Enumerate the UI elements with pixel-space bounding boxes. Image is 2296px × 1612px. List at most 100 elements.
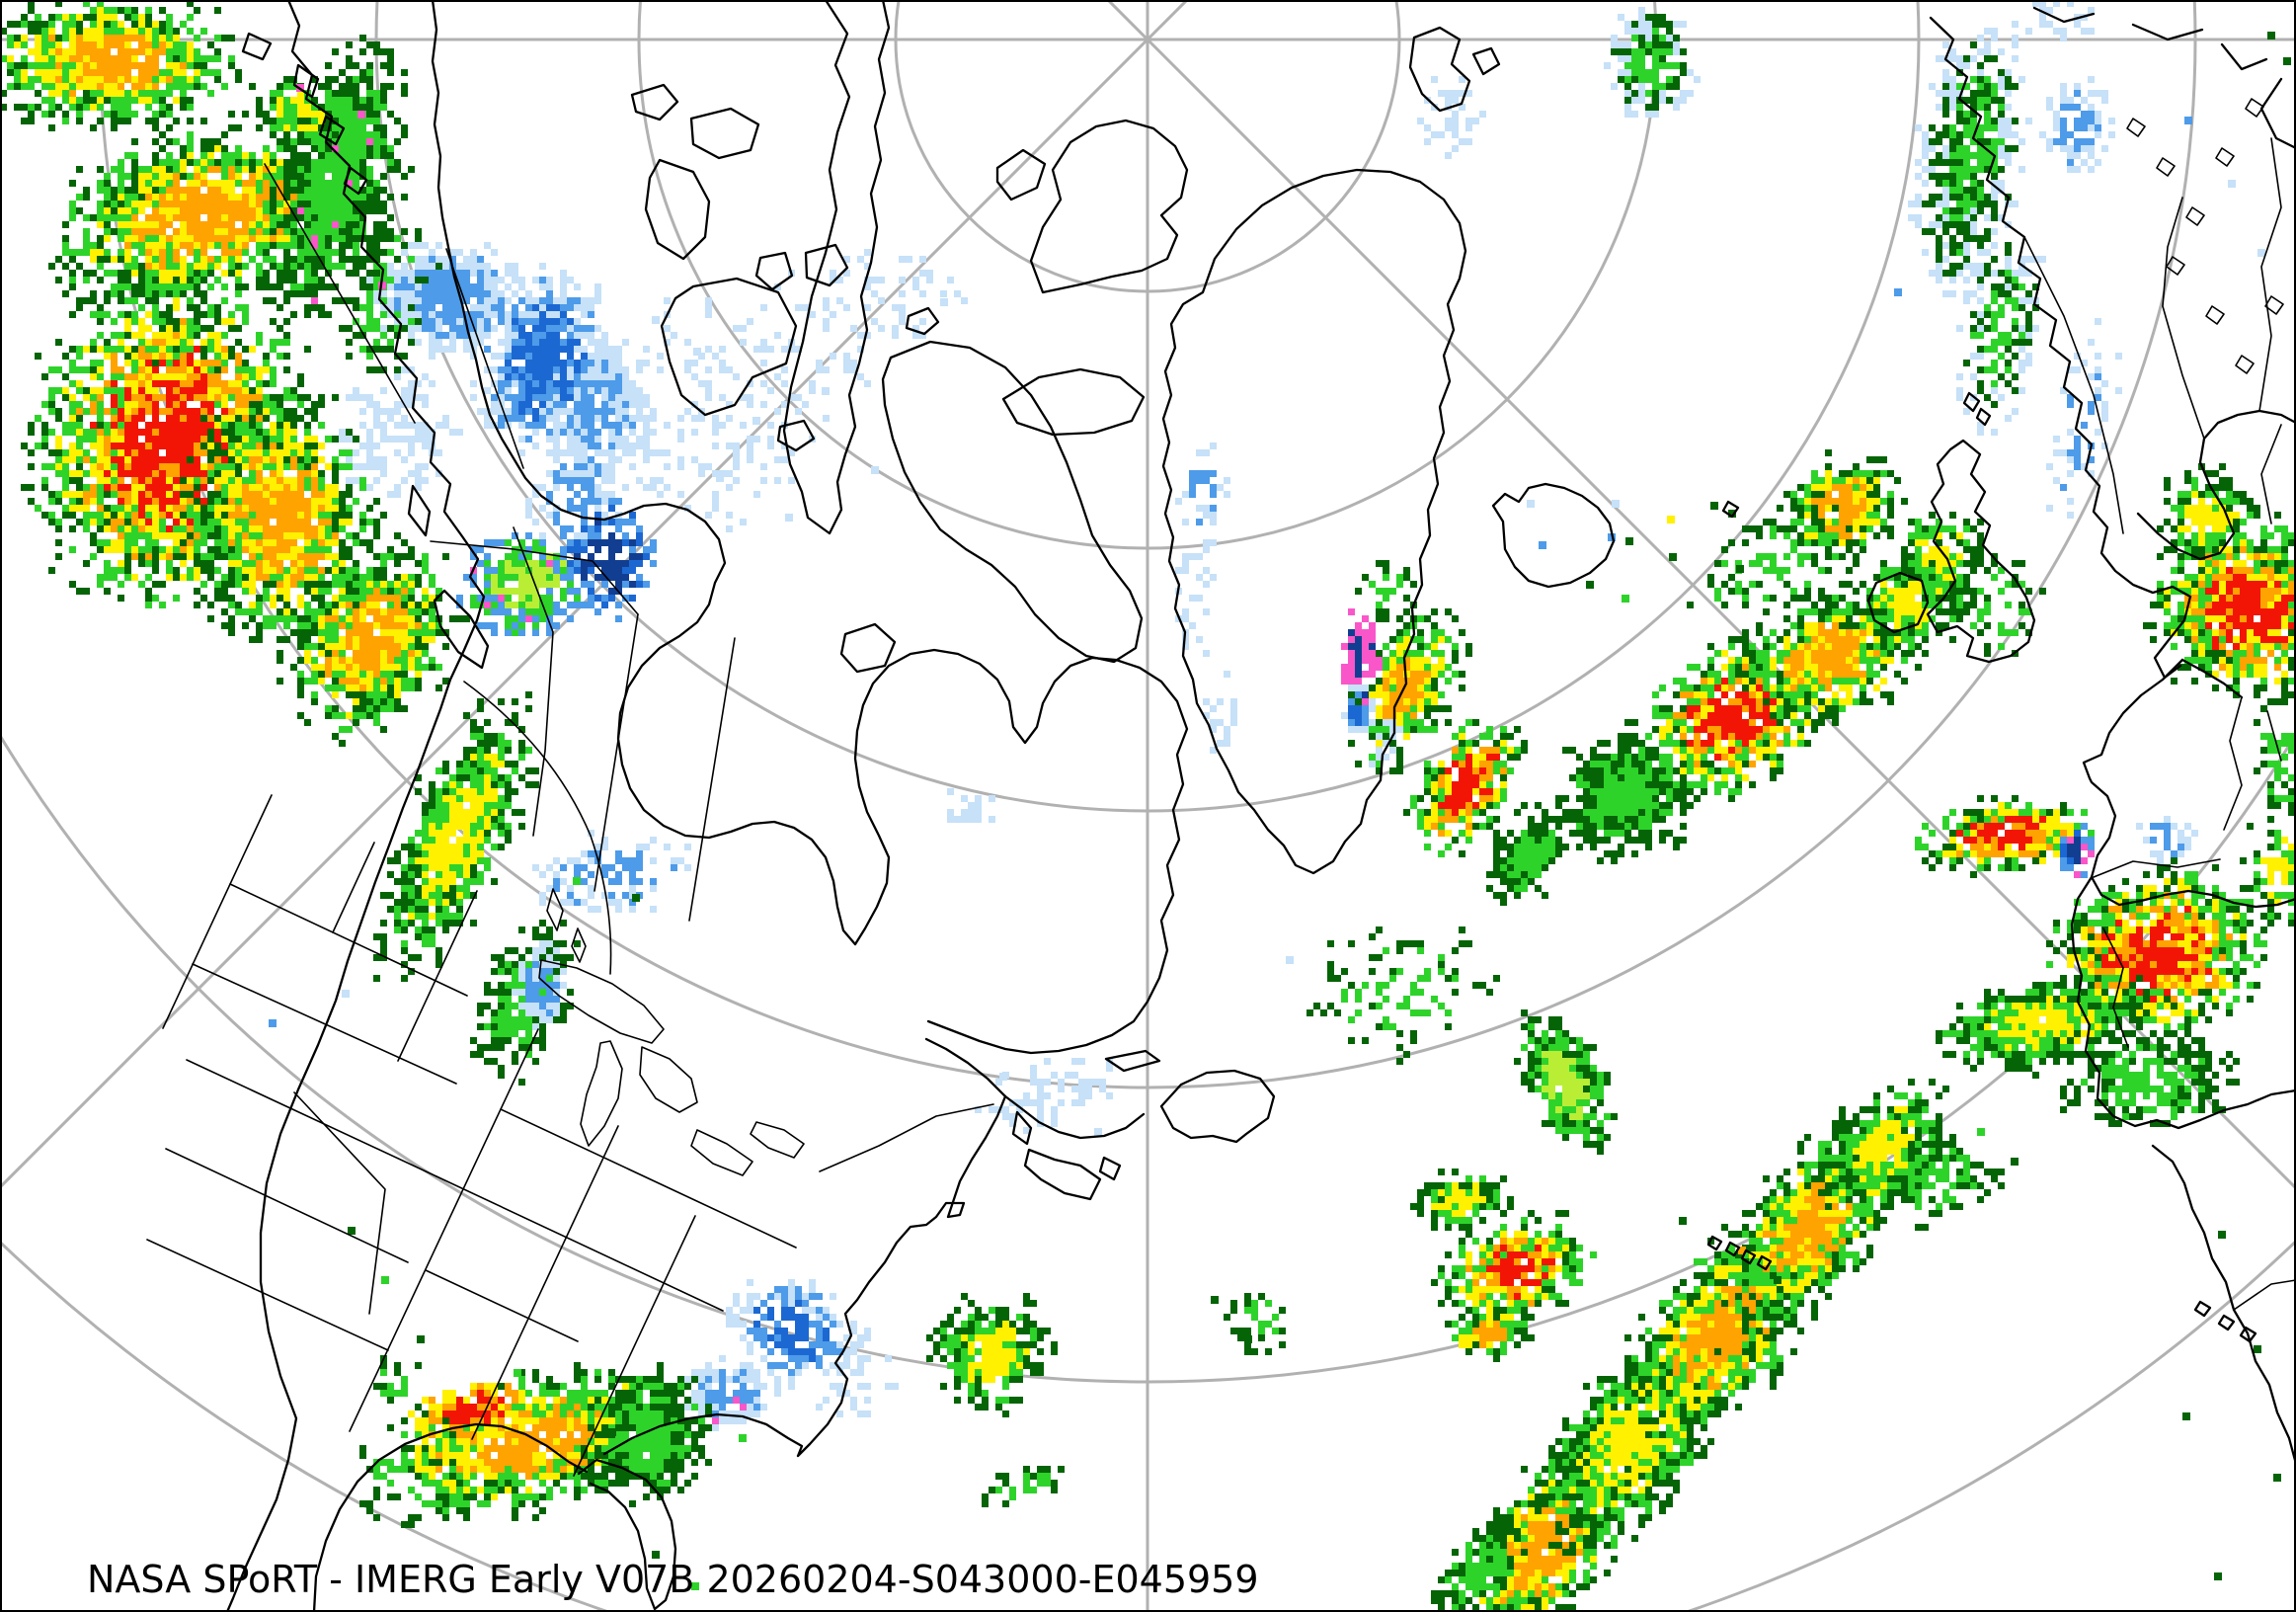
precip-cell [270, 346, 277, 353]
precip-cell [353, 698, 359, 705]
precip-cell [581, 422, 588, 429]
precip-cell [359, 332, 366, 339]
precip-cell [332, 90, 339, 97]
precip-cell [270, 477, 277, 484]
precip-cell [283, 332, 290, 339]
precip-cell [104, 256, 111, 263]
precip-cell [166, 21, 173, 28]
precip-cell [318, 311, 325, 318]
precip-cell [118, 90, 124, 97]
precip-cell [194, 602, 200, 608]
precip-cell [297, 470, 304, 477]
precip-cell [318, 173, 325, 180]
precip-cell [325, 235, 332, 242]
precip-cell [442, 920, 449, 927]
precip-cell [69, 360, 76, 366]
precip-cell [353, 595, 359, 602]
precip-cell [104, 436, 111, 443]
precip-cell [353, 221, 359, 228]
precip-cell [477, 844, 484, 850]
precip-cell [373, 975, 380, 982]
precip-cell [131, 443, 138, 449]
precip-cell [283, 214, 290, 221]
precip-cell [394, 705, 401, 712]
precip-cell [138, 290, 145, 297]
precip-cell [104, 14, 111, 21]
precip-cell [435, 913, 442, 920]
precip-cell [622, 401, 629, 408]
precip-cell [366, 546, 373, 553]
precip-cell [435, 823, 442, 830]
precip-cell [283, 270, 290, 277]
precip-cell [277, 532, 283, 539]
precip-cell [249, 525, 256, 532]
precip-cell [207, 207, 214, 214]
precip-cell [325, 636, 332, 643]
precip-cell [180, 456, 187, 463]
precip-cell [539, 311, 546, 318]
precip-cell [311, 290, 318, 297]
precip-cell [463, 844, 470, 850]
precip-cell [359, 622, 366, 629]
precip-cell [498, 968, 505, 975]
precip-cell [124, 62, 131, 69]
precip-cell [518, 823, 525, 830]
precip-cell [277, 201, 283, 207]
precip-cell [256, 422, 263, 429]
precip-cell [512, 339, 518, 346]
precip-cell [346, 187, 353, 194]
precip-cell [346, 138, 353, 145]
precip-cell [83, 277, 90, 283]
precip-cell [256, 477, 263, 484]
precip-cell [263, 194, 270, 201]
precip-cell [152, 221, 159, 228]
precip-cell [69, 76, 76, 83]
precip-cell [318, 595, 325, 602]
precip-cell [318, 525, 325, 532]
precip-cell [325, 436, 332, 443]
precip-cell [498, 844, 505, 850]
precip-cell [69, 422, 76, 429]
precip-cell [304, 581, 311, 588]
precip-cell [277, 415, 283, 422]
precip-cell [14, 21, 21, 28]
precip-cell [484, 408, 491, 415]
precip-cell [76, 380, 83, 387]
precip-cell [498, 1023, 505, 1030]
precip-cell [290, 277, 297, 283]
precip-cell [532, 484, 539, 491]
precip-cell [283, 256, 290, 263]
precip-cell [297, 519, 304, 525]
precip-cell [518, 1044, 525, 1051]
precip-cell [159, 69, 166, 76]
precip-cell [256, 415, 263, 422]
precip-cell [532, 408, 539, 415]
precip-cell [401, 574, 408, 581]
precip-cell [228, 629, 235, 636]
precip-cell [187, 118, 194, 124]
precip-cell [138, 560, 145, 567]
precip-cell [41, 55, 48, 62]
precip-cell [553, 297, 560, 304]
precip-cell [118, 567, 124, 574]
precip-cell [235, 145, 242, 152]
precip-cell [297, 97, 304, 104]
precip-cell [173, 235, 180, 242]
precip-cell [200, 221, 207, 228]
precip-cell [608, 380, 615, 387]
precip-cell [318, 636, 325, 643]
precip-cell [180, 366, 187, 373]
precip-cell [69, 505, 76, 512]
precip-cell [353, 173, 359, 180]
precip-cell [263, 111, 270, 118]
precip-cell [180, 201, 187, 207]
precip-cell [69, 69, 76, 76]
precip-cell [408, 892, 415, 899]
precip-cell [366, 678, 373, 685]
precip-cell [159, 346, 166, 353]
precip-cell [249, 408, 256, 415]
precip-cell [394, 436, 401, 443]
precip-cell [111, 422, 118, 429]
precip-cell [525, 366, 532, 373]
precip-cell [567, 470, 574, 477]
